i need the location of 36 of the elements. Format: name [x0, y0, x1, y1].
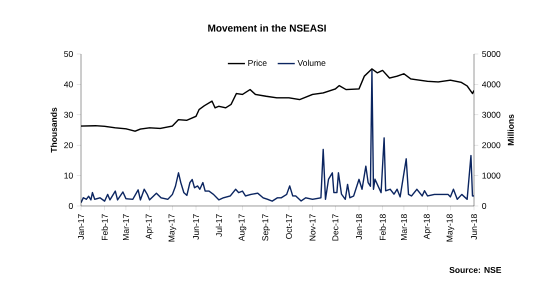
x-tick-label: Jan-17: [78, 214, 84, 240]
x-tick-label: May-18: [446, 214, 454, 242]
y2-tick-label: 5000: [482, 50, 500, 57]
y-tick-label: 20: [64, 142, 73, 148]
y-tick-label: 30: [64, 112, 73, 118]
y2-tick-label: 1000: [482, 172, 500, 179]
x-tick-label: Apr-18: [424, 214, 432, 240]
x-tick-label: Mar-17: [122, 214, 129, 240]
y2-tick-label: 2000: [482, 142, 500, 148]
x-tick-label: Dec-17: [332, 214, 338, 240]
y-axis-title: Thousands: [50, 108, 57, 153]
x-tick-label: Jun-18: [470, 214, 478, 240]
x-tick-label: Mar-18: [400, 214, 407, 240]
x-tick-label: Apr-17: [146, 214, 154, 240]
x-tick-label: Nov-17: [310, 214, 316, 240]
x-tick-label: Jan-18: [356, 214, 362, 240]
y2-axis-title: Millions: [508, 114, 514, 146]
x-tick-label: Aug-17: [238, 214, 246, 242]
x-tick-label: Feb-18: [379, 214, 386, 240]
x-tick-label: Feb-17: [101, 214, 108, 240]
x-tick-label: Jun-17: [193, 214, 199, 240]
y-tick-label: 10: [64, 172, 73, 179]
y-tick-label: 0: [68, 202, 73, 209]
x-tick-label: Jul-17: [216, 214, 222, 237]
legend-label: Volume: [298, 60, 326, 66]
source-note: Source: NSE: [449, 266, 502, 273]
legend-label: Price: [248, 60, 267, 66]
y-tick-label: 40: [64, 81, 73, 88]
y2-tick-label: 0: [482, 202, 486, 209]
x-tick-label: Sep-17: [262, 214, 270, 241]
x-tick-label: May-17: [168, 214, 176, 242]
x-tick-label: Oct-17: [286, 214, 292, 239]
chart-title: Movement in the NSEASI: [208, 24, 326, 32]
y2-tick-label: 4000: [482, 81, 500, 88]
y2-tick-label: 3000: [482, 112, 500, 118]
y-tick-label: 50: [64, 50, 73, 57]
